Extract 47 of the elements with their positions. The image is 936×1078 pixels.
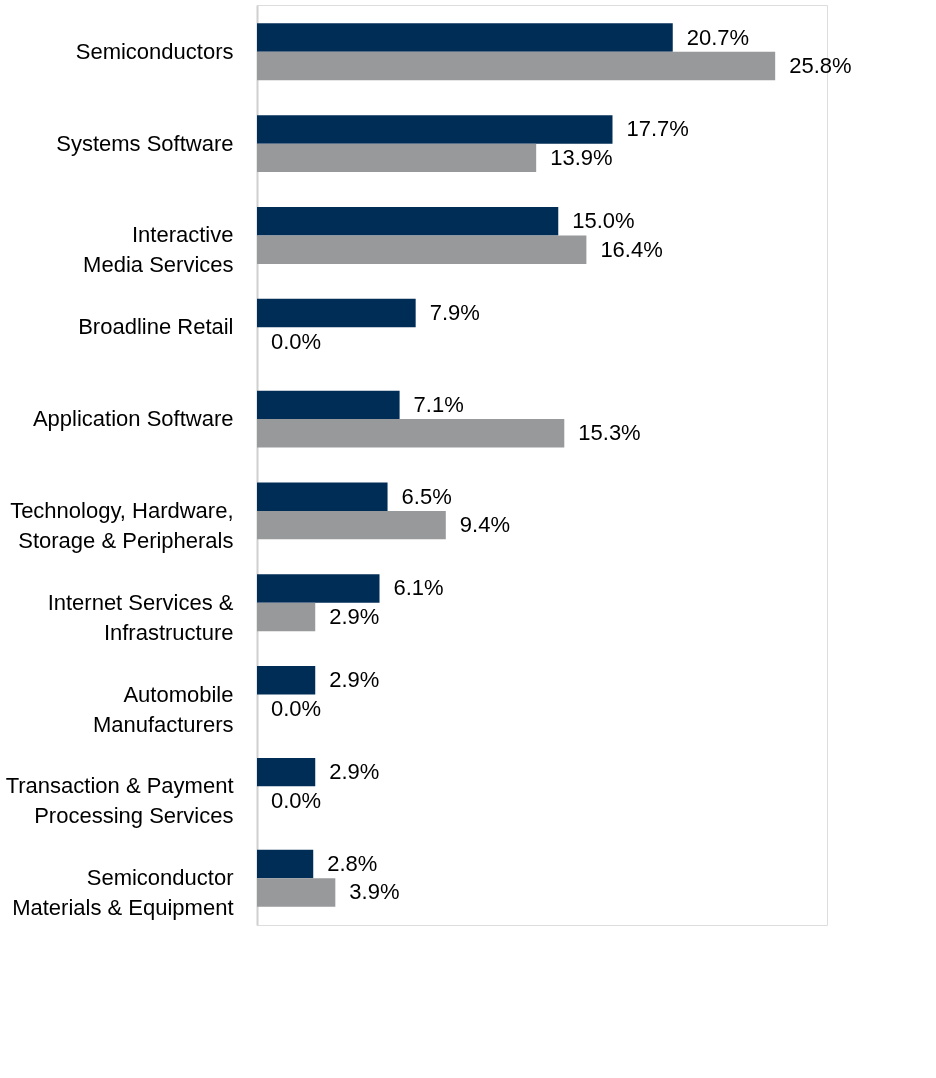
y-tick-label: Application Software bbox=[32, 406, 234, 432]
data-label: 20.7% bbox=[686, 24, 750, 50]
data-label: 13.9% bbox=[550, 144, 613, 170]
data-label: 0.0% bbox=[271, 695, 322, 721]
y-tick-label: Systems Software bbox=[56, 130, 234, 156]
bar bbox=[257, 51, 776, 81]
data-label: 6.1% bbox=[393, 575, 444, 601]
y-tick-label: Semiconductor Materials & Equipment bbox=[12, 865, 234, 921]
data-label: 16.4% bbox=[600, 236, 663, 262]
y-tick-label: Broadline Retail bbox=[78, 314, 234, 340]
y-tick-label: Interactive Media Services bbox=[83, 222, 234, 278]
data-label: 25.8% bbox=[789, 53, 852, 79]
data-label: 0.0% bbox=[271, 787, 322, 813]
data-label: 6.5% bbox=[401, 483, 452, 509]
data-label: 2.9% bbox=[329, 603, 380, 629]
data-label: 2.9% bbox=[329, 759, 380, 785]
bar bbox=[257, 666, 316, 695]
data-label: 2.9% bbox=[329, 667, 380, 693]
y-tick-label: Automobile Manufacturers bbox=[92, 681, 234, 737]
data-label: 15.0% bbox=[572, 208, 635, 234]
bar bbox=[257, 510, 446, 540]
bar bbox=[257, 390, 400, 420]
bar bbox=[257, 419, 565, 448]
bar bbox=[257, 115, 613, 144]
data-label: 17.7% bbox=[626, 116, 689, 142]
bar bbox=[257, 574, 380, 603]
bar bbox=[257, 849, 314, 879]
bar bbox=[257, 602, 316, 632]
y-tick-label: Semiconductors bbox=[75, 38, 234, 64]
bar bbox=[257, 235, 587, 264]
data-label: 7.9% bbox=[429, 300, 480, 326]
y-tick-label: Transaction & Payment Processing Services bbox=[5, 773, 234, 829]
data-label: 2.8% bbox=[327, 850, 378, 876]
bar bbox=[257, 298, 416, 328]
data-label: 0.0% bbox=[271, 328, 322, 354]
bar bbox=[257, 757, 316, 787]
bar bbox=[257, 878, 336, 907]
bar bbox=[257, 143, 537, 173]
y-tick-label: Technology, Hardware, Storage & Peripherals bbox=[10, 497, 234, 553]
data-label: 3.9% bbox=[349, 879, 400, 905]
data-label: 7.1% bbox=[413, 391, 464, 417]
data-label: 9.4% bbox=[459, 512, 510, 538]
bar bbox=[257, 23, 673, 52]
y-tick-label: Internet Services & Infrastructure bbox=[47, 589, 234, 645]
bar bbox=[257, 482, 388, 511]
data-label: 15.3% bbox=[578, 420, 641, 446]
bar bbox=[257, 207, 559, 236]
